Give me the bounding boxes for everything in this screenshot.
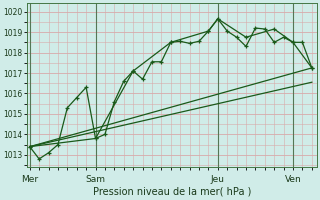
- X-axis label: Pression niveau de la mer( hPa ): Pression niveau de la mer( hPa ): [92, 187, 251, 197]
